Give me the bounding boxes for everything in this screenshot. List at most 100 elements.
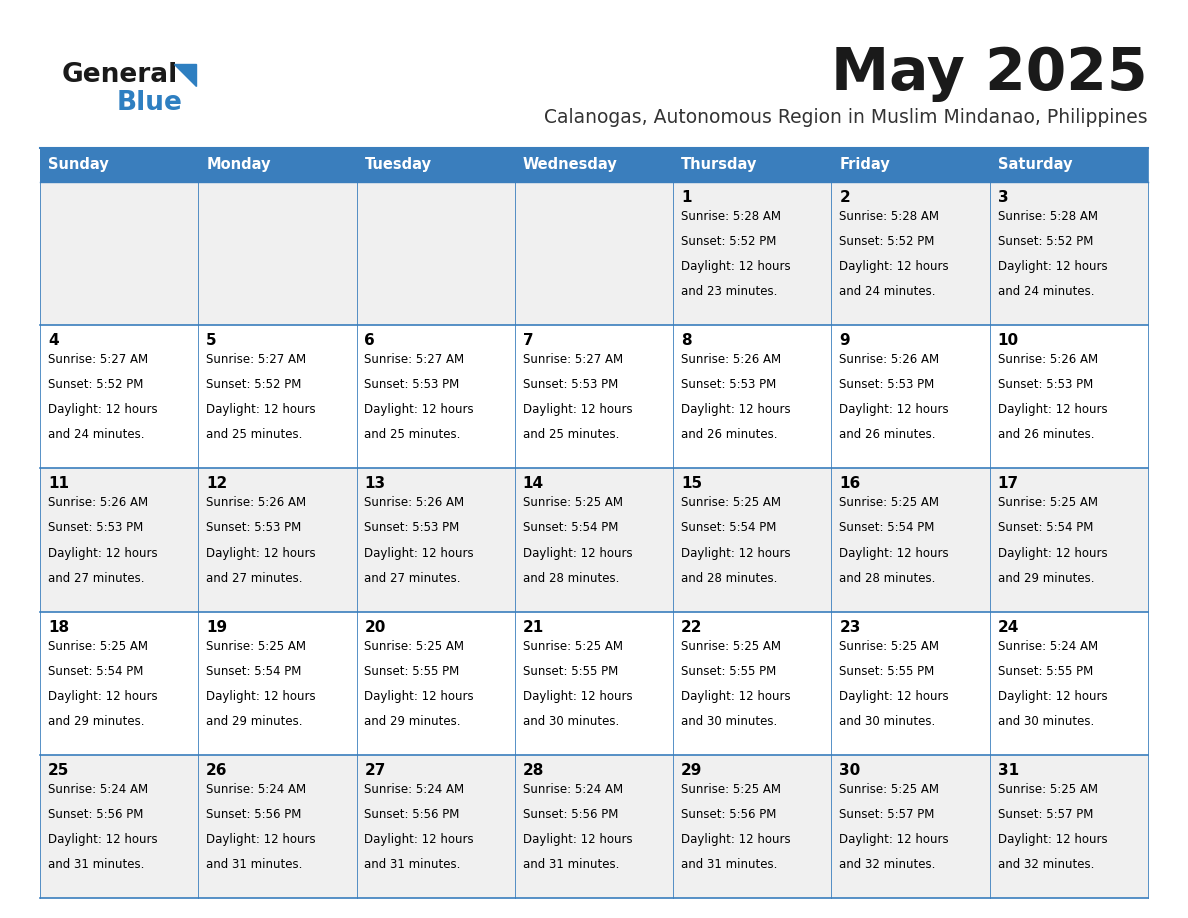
Text: 16: 16: [840, 476, 860, 491]
Text: Sunset: 5:53 PM: Sunset: 5:53 PM: [365, 378, 460, 391]
Text: Daylight: 12 hours: Daylight: 12 hours: [365, 403, 474, 417]
Text: Sunset: 5:53 PM: Sunset: 5:53 PM: [523, 378, 618, 391]
Text: 3: 3: [998, 190, 1009, 205]
Text: and 29 minutes.: and 29 minutes.: [48, 715, 145, 728]
Text: 15: 15: [681, 476, 702, 491]
Text: and 25 minutes.: and 25 minutes.: [523, 429, 619, 442]
Text: 14: 14: [523, 476, 544, 491]
Bar: [198, 148, 356, 182]
Text: Sunrise: 5:25 AM: Sunrise: 5:25 AM: [998, 783, 1098, 796]
Text: and 31 minutes.: and 31 minutes.: [48, 858, 144, 871]
Text: Sunrise: 5:25 AM: Sunrise: 5:25 AM: [523, 497, 623, 509]
Bar: [674, 755, 832, 898]
Text: Tuesday: Tuesday: [365, 158, 431, 173]
Text: Sunset: 5:52 PM: Sunset: 5:52 PM: [207, 378, 302, 391]
Text: 10: 10: [998, 333, 1019, 348]
Text: Daylight: 12 hours: Daylight: 12 hours: [207, 546, 316, 559]
Text: and 28 minutes.: and 28 minutes.: [523, 572, 619, 585]
Text: 18: 18: [48, 620, 69, 634]
Text: Daylight: 12 hours: Daylight: 12 hours: [681, 689, 791, 702]
Bar: [356, 148, 514, 182]
Text: Sunset: 5:54 PM: Sunset: 5:54 PM: [523, 521, 618, 534]
Text: Wednesday: Wednesday: [523, 158, 618, 173]
Text: and 31 minutes.: and 31 minutes.: [681, 858, 777, 871]
Text: 29: 29: [681, 763, 702, 778]
Text: Sunrise: 5:25 AM: Sunrise: 5:25 AM: [840, 497, 940, 509]
Text: Sunset: 5:52 PM: Sunset: 5:52 PM: [998, 235, 1093, 248]
Bar: [990, 755, 1148, 898]
Text: and 28 minutes.: and 28 minutes.: [681, 572, 777, 585]
Text: Daylight: 12 hours: Daylight: 12 hours: [998, 689, 1107, 702]
Bar: [514, 325, 674, 468]
Text: and 31 minutes.: and 31 minutes.: [207, 858, 303, 871]
Text: and 30 minutes.: and 30 minutes.: [998, 715, 1094, 728]
Text: 9: 9: [840, 333, 849, 348]
Text: Sunset: 5:57 PM: Sunset: 5:57 PM: [840, 808, 935, 821]
Text: Sunset: 5:53 PM: Sunset: 5:53 PM: [681, 378, 776, 391]
Bar: [990, 611, 1148, 755]
Text: Sunset: 5:53 PM: Sunset: 5:53 PM: [207, 521, 302, 534]
Text: Sunrise: 5:28 AM: Sunrise: 5:28 AM: [998, 210, 1098, 223]
Text: Sunset: 5:54 PM: Sunset: 5:54 PM: [681, 521, 777, 534]
Text: Daylight: 12 hours: Daylight: 12 hours: [207, 833, 316, 845]
Text: General: General: [62, 62, 178, 88]
Text: and 31 minutes.: and 31 minutes.: [365, 858, 461, 871]
Text: and 24 minutes.: and 24 minutes.: [48, 429, 145, 442]
Bar: [198, 468, 356, 611]
Bar: [514, 755, 674, 898]
Text: and 24 minutes.: and 24 minutes.: [998, 285, 1094, 298]
Text: Sunset: 5:56 PM: Sunset: 5:56 PM: [48, 808, 144, 821]
Text: 31: 31: [998, 763, 1019, 778]
Text: Sunrise: 5:27 AM: Sunrise: 5:27 AM: [207, 353, 307, 366]
Text: Sunset: 5:52 PM: Sunset: 5:52 PM: [840, 235, 935, 248]
Text: Saturday: Saturday: [998, 158, 1072, 173]
Text: 26: 26: [207, 763, 228, 778]
Text: 7: 7: [523, 333, 533, 348]
Text: and 27 minutes.: and 27 minutes.: [207, 572, 303, 585]
Text: 8: 8: [681, 333, 691, 348]
Text: Daylight: 12 hours: Daylight: 12 hours: [365, 833, 474, 845]
Text: Sunrise: 5:25 AM: Sunrise: 5:25 AM: [681, 640, 781, 653]
Text: Sunrise: 5:26 AM: Sunrise: 5:26 AM: [840, 353, 940, 366]
Text: 27: 27: [365, 763, 386, 778]
Bar: [832, 468, 990, 611]
Text: Sunset: 5:54 PM: Sunset: 5:54 PM: [998, 521, 1093, 534]
Text: Sunrise: 5:25 AM: Sunrise: 5:25 AM: [681, 497, 781, 509]
Text: Sunrise: 5:25 AM: Sunrise: 5:25 AM: [840, 783, 940, 796]
Bar: [40, 611, 198, 755]
Text: 25: 25: [48, 763, 69, 778]
Text: 17: 17: [998, 476, 1019, 491]
Bar: [40, 325, 198, 468]
Text: Daylight: 12 hours: Daylight: 12 hours: [681, 403, 791, 417]
Text: Sunrise: 5:25 AM: Sunrise: 5:25 AM: [840, 640, 940, 653]
Text: and 24 minutes.: and 24 minutes.: [840, 285, 936, 298]
Text: Sunrise: 5:27 AM: Sunrise: 5:27 AM: [365, 353, 465, 366]
Text: 21: 21: [523, 620, 544, 634]
Text: Sunrise: 5:26 AM: Sunrise: 5:26 AM: [365, 497, 465, 509]
Bar: [514, 182, 674, 325]
Text: Sunset: 5:55 PM: Sunset: 5:55 PM: [681, 665, 776, 677]
Text: Sunset: 5:52 PM: Sunset: 5:52 PM: [681, 235, 777, 248]
Bar: [198, 755, 356, 898]
Text: 11: 11: [48, 476, 69, 491]
Text: Daylight: 12 hours: Daylight: 12 hours: [523, 546, 632, 559]
Text: 5: 5: [207, 333, 217, 348]
Text: Sunrise: 5:24 AM: Sunrise: 5:24 AM: [365, 783, 465, 796]
Text: May 2025: May 2025: [832, 45, 1148, 102]
Text: and 26 minutes.: and 26 minutes.: [998, 429, 1094, 442]
Text: Daylight: 12 hours: Daylight: 12 hours: [681, 546, 791, 559]
Bar: [832, 611, 990, 755]
Text: and 23 minutes.: and 23 minutes.: [681, 285, 777, 298]
Text: Sunrise: 5:25 AM: Sunrise: 5:25 AM: [523, 640, 623, 653]
Bar: [198, 325, 356, 468]
Text: 4: 4: [48, 333, 58, 348]
Text: 22: 22: [681, 620, 702, 634]
Text: Sunset: 5:55 PM: Sunset: 5:55 PM: [523, 665, 618, 677]
Text: Sunrise: 5:27 AM: Sunrise: 5:27 AM: [48, 353, 148, 366]
Text: and 25 minutes.: and 25 minutes.: [207, 429, 303, 442]
Text: Sunrise: 5:24 AM: Sunrise: 5:24 AM: [998, 640, 1098, 653]
Text: Daylight: 12 hours: Daylight: 12 hours: [998, 260, 1107, 274]
Text: Daylight: 12 hours: Daylight: 12 hours: [998, 833, 1107, 845]
Text: 1: 1: [681, 190, 691, 205]
Bar: [40, 755, 198, 898]
